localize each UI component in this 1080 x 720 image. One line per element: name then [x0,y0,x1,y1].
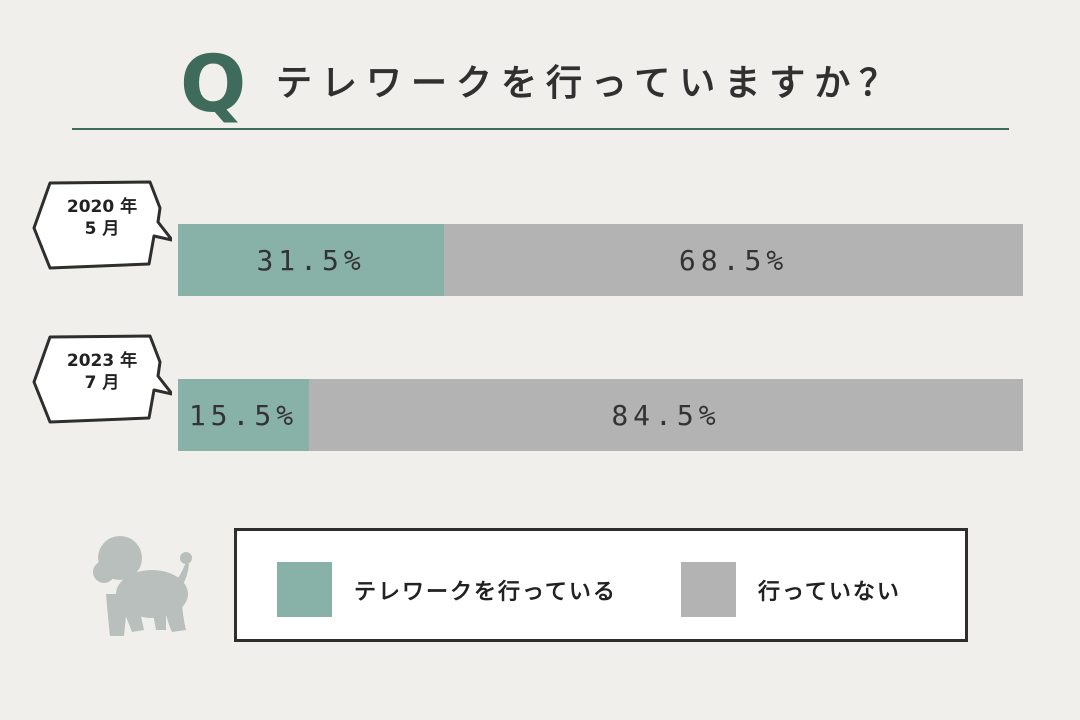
data-label: 68.5% [678,243,789,277]
legend-label-not-teleworking: 行っていない [758,579,901,605]
chart-legend: テレワークを行っている 行っていない [234,528,968,642]
legend-item-teleworking: テレワークを行っている [277,562,617,617]
data-label: 15.5% [188,398,299,432]
bar-segment-teleworking-2023: 15.5% [178,379,309,451]
bar-segment-not-teleworking-2023: 84.5% [308,379,1023,451]
title-divider [72,128,1009,130]
bar-row-2020: 31.5% 68.5% [178,224,1023,296]
category-bubble-2020: 2020 年 5 月 [32,178,172,270]
question-mark-letter: Q [180,40,247,130]
poodle-silhouette-icon [92,532,196,644]
bar-row-2023: 15.5% 84.5% [178,379,1023,451]
legend-swatch-not-teleworking [681,562,736,617]
legend-label-teleworking: テレワークを行っている [354,579,617,605]
bar-segment-teleworking-2020: 31.5% [178,224,445,296]
category-label-line: 5 月 [84,219,120,239]
data-label: 84.5% [611,398,721,432]
legend-item-not-teleworking: 行っていない [681,562,901,617]
question-title: テレワークを行っていますか？ [276,63,905,104]
legend-swatch-teleworking [277,562,332,617]
data-label: 31.5% [256,243,366,277]
category-label-line: 7 月 [84,373,120,393]
category-bubble-2023: 2023 年 7 月 [32,332,172,424]
category-label-line: 2023 年 [66,351,138,371]
bar-segment-not-teleworking-2020: 68.5% [444,224,1023,296]
category-label-line: 2020 年 [66,197,138,217]
